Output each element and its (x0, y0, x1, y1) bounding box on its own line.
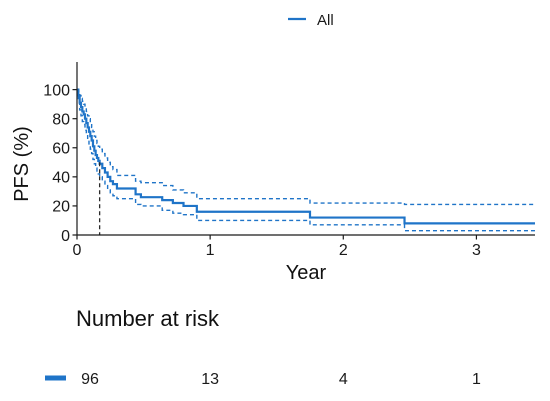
risk-value: 13 (201, 371, 219, 388)
y-tick-label: 60 (52, 141, 70, 158)
risk-table: Number at risk 96 13 4 1 (45, 306, 481, 388)
legend-label: All (317, 12, 334, 29)
ci-upper-line (77, 88, 535, 206)
risk-table-title: Number at risk (76, 306, 220, 331)
y-axis-ticks: 0 20 40 60 80 100 (43, 82, 77, 245)
risk-value: 1 (472, 371, 481, 388)
x-tick-label: 1 (206, 242, 215, 259)
ci-lower-line (77, 88, 535, 232)
y-tick-label: 20 (52, 199, 70, 216)
y-axis-label: PFS (%) (11, 126, 33, 202)
y-tick-label: 0 (61, 228, 70, 245)
y-tick-label: 100 (43, 82, 70, 99)
legend: All (288, 12, 334, 29)
risk-value: 4 (339, 371, 348, 388)
x-axis-ticks: 0 1 2 3 (73, 235, 481, 259)
x-tick-label: 2 (339, 242, 348, 259)
x-tick-label: 3 (472, 242, 481, 259)
risk-table-rows: 96 13 4 1 (45, 371, 481, 388)
survival-curve (77, 88, 535, 225)
plot-panel (77, 88, 535, 235)
x-axis-label: Year (286, 262, 327, 284)
risk-value: 96 (81, 371, 99, 388)
x-tick-label: 0 (73, 242, 82, 259)
y-tick-label: 80 (52, 112, 70, 129)
y-tick-label: 40 (52, 170, 70, 187)
